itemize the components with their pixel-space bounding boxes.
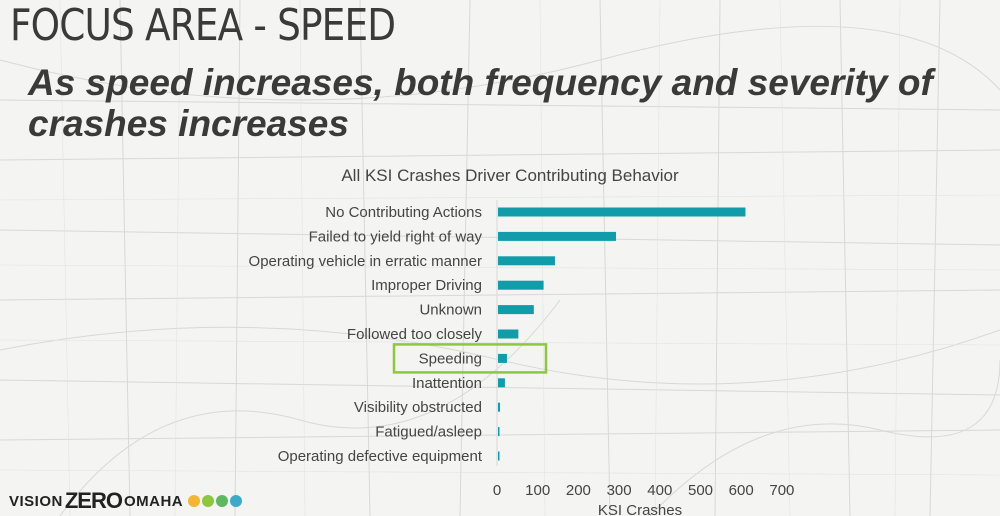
vision-zero-omaha-logo: VISION ZERO OMAHA — [9, 488, 243, 514]
sun-icon — [188, 495, 201, 507]
x-tick-label: 500 — [688, 482, 713, 499]
slide-headline: As speed increases, both frequency and s… — [28, 62, 933, 144]
x-tick-label: 600 — [729, 482, 754, 499]
x-tick-label: 400 — [647, 482, 672, 499]
bar — [498, 427, 500, 437]
bar — [498, 378, 505, 388]
bar — [498, 329, 519, 339]
category-label: Followed too closely — [347, 326, 483, 343]
bike-icon — [202, 495, 215, 507]
category-label: Inattention — [412, 375, 482, 392]
logo-vision-text: VISION — [9, 492, 63, 510]
x-tick-label: 300 — [607, 482, 632, 499]
category-label: Operating defective equipment — [278, 448, 483, 465]
category-label: Speeding — [419, 350, 482, 367]
logo-omaha-text: OMAHA — [123, 492, 184, 510]
category-label: Failed to yield right of way — [309, 228, 483, 245]
bar — [498, 353, 507, 363]
category-label: Unknown — [419, 302, 482, 319]
category-label: Fatigued/asleep — [375, 424, 482, 441]
bar — [498, 402, 501, 412]
bar — [498, 231, 617, 241]
chart-title: All KSI Crashes Driver Contributing Beha… — [341, 166, 679, 185]
x-tick-label: 0 — [493, 482, 501, 499]
bar — [498, 305, 534, 315]
category-label: Visibility obstructed — [354, 399, 482, 416]
x-tick-label: 700 — [769, 482, 794, 499]
category-label: Operating vehicle in erratic manner — [249, 253, 482, 270]
city-icon — [230, 495, 243, 507]
x-tick-label: 100 — [525, 482, 550, 499]
slide-header: FOCUS AREA - SPEED — [10, 0, 396, 51]
logo-zero-text: ZERO — [64, 488, 123, 513]
leaf-icon — [216, 495, 229, 507]
speeding-highlight-box — [392, 343, 548, 374]
x-axis-label: KSI Crashes — [598, 502, 682, 516]
bar — [498, 451, 500, 461]
bar — [498, 207, 746, 217]
bar — [498, 280, 544, 290]
x-tick-label: 200 — [566, 482, 591, 499]
bar — [498, 256, 555, 266]
category-label: Improper Driving — [371, 277, 482, 294]
category-label: No Contributing Actions — [325, 204, 482, 221]
